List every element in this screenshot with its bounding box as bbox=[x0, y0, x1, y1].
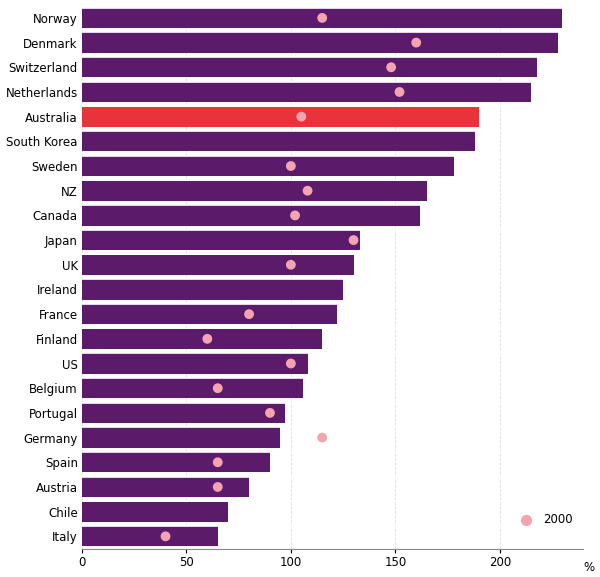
Bar bbox=[82, 205, 421, 226]
Point bbox=[244, 309, 254, 319]
Point bbox=[296, 112, 306, 121]
Point bbox=[317, 13, 327, 23]
Point bbox=[213, 458, 223, 467]
Bar bbox=[82, 279, 343, 299]
Point bbox=[386, 63, 396, 72]
Point bbox=[213, 482, 223, 492]
Bar bbox=[82, 57, 538, 77]
Point bbox=[265, 409, 275, 418]
Point bbox=[349, 235, 358, 245]
Bar bbox=[82, 329, 322, 349]
Bar bbox=[82, 254, 353, 275]
Bar bbox=[82, 131, 475, 151]
Bar bbox=[82, 107, 479, 127]
Text: %: % bbox=[583, 561, 595, 574]
Point bbox=[286, 162, 296, 171]
Point bbox=[290, 211, 300, 220]
Bar bbox=[82, 8, 562, 28]
Bar bbox=[82, 353, 308, 374]
Point bbox=[395, 87, 404, 96]
Bar bbox=[82, 304, 337, 324]
Bar bbox=[82, 428, 280, 448]
Point bbox=[286, 359, 296, 368]
Bar bbox=[82, 403, 284, 423]
Bar bbox=[82, 181, 427, 201]
Point bbox=[161, 532, 170, 541]
Point bbox=[317, 433, 327, 442]
Bar bbox=[82, 82, 531, 102]
Point bbox=[412, 38, 421, 47]
Bar bbox=[82, 230, 360, 250]
Bar bbox=[82, 32, 558, 53]
Point bbox=[303, 186, 313, 196]
Point bbox=[286, 260, 296, 269]
Point bbox=[213, 384, 223, 393]
Point bbox=[203, 334, 212, 343]
Bar bbox=[82, 156, 454, 176]
Bar bbox=[82, 452, 270, 473]
Bar bbox=[82, 501, 228, 522]
Legend: 2000: 2000 bbox=[514, 514, 572, 526]
Bar bbox=[82, 526, 218, 546]
Bar bbox=[82, 378, 304, 398]
Bar bbox=[82, 477, 249, 497]
